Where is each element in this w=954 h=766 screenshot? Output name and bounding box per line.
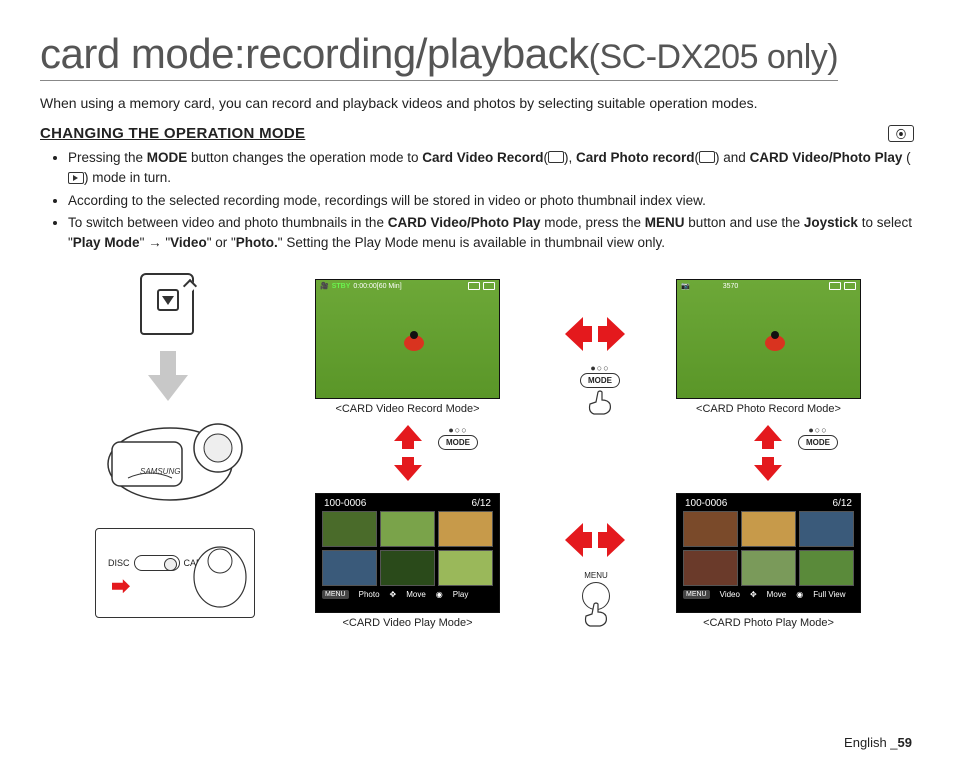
svg-text:SAMSUNG: SAMSUNG: [140, 467, 180, 476]
red-ud-arrow-icon: [750, 425, 786, 486]
mode-dots-icon: ●○○: [590, 363, 609, 373]
red-arrow-icon: [110, 579, 130, 593]
time-indicator: 0:00:00[60 Min]: [353, 283, 401, 290]
title-sub: (SC-DX205 only): [589, 38, 838, 76]
bullet-1: Pressing the MODE button changes the ope…: [68, 148, 914, 189]
move-label: Move: [406, 590, 426, 599]
camcorder-outline: [190, 535, 250, 613]
menu-tag: MENU: [322, 590, 349, 599]
stby-indicator: STBY: [332, 283, 351, 290]
thumb-cell: [741, 550, 796, 586]
thumb-cell: [438, 511, 493, 547]
arrow-down-icon: [148, 351, 188, 406]
full-view-label: Full View: [813, 590, 845, 599]
section-heading: CHANGING THE OPERATION MODE: [40, 125, 878, 142]
move-icon: ✥: [390, 590, 397, 599]
menu-label: MENU: [584, 571, 608, 580]
thumb-cell: [380, 511, 435, 547]
thumb-cell: [799, 511, 854, 547]
sd-indicator-icon: ⦿: [888, 125, 914, 142]
page-title: card mode:recording/playback(SC-DX205 on…: [40, 30, 838, 81]
lcd-video-record: 🎥STBY0:00:00[60 Min]: [315, 279, 500, 399]
ok-icon: ◉: [796, 590, 803, 599]
photo-thumb-grid: [677, 511, 860, 586]
caption-video-record: <CARD Video Record Mode>: [315, 403, 500, 415]
camcorder-icon: 🎥: [320, 282, 329, 290]
switch-disc-label: DISC: [108, 558, 130, 568]
mode-label: MODE: [798, 435, 838, 450]
caption-photo-play: <CARD Photo Play Mode>: [676, 617, 861, 629]
camera-icon: 📷: [681, 282, 690, 290]
bullet-2: According to the selected recording mode…: [68, 191, 914, 211]
move-icon: ✥: [750, 590, 757, 599]
card-icon: [829, 282, 841, 290]
play-mode-icon: [68, 172, 84, 184]
thumb-cell: [322, 511, 377, 547]
ladybug-subject: [404, 335, 424, 351]
lcd-photo-play: 100-0006 6/12 MENU Video ✥ Move ◉ Full View: [676, 493, 861, 613]
title-main: card mode:recording/playback: [40, 30, 589, 77]
footer-lang: English _: [844, 735, 897, 750]
thumb-cell: [683, 550, 738, 586]
card-icon: [468, 282, 480, 290]
lcd-photo-record: 📷 3570: [676, 279, 861, 399]
photo-switch-label: Photo: [359, 590, 380, 599]
footer-page: 59: [898, 735, 912, 750]
thumb-cell: [799, 550, 854, 586]
ok-icon: ◉: [436, 590, 443, 599]
folder-label: 100-0006: [685, 498, 727, 509]
page-footer: English _59: [844, 735, 912, 750]
thumb-cell: [438, 550, 493, 586]
mode-label: MODE: [438, 435, 478, 450]
video-thumb-grid: [316, 511, 499, 586]
red-lr-arrow-icon: [565, 311, 625, 362]
ladybug-subject: [765, 335, 785, 351]
camcorder-illustration: SAMSUNG: [100, 408, 250, 508]
hand-icon: [584, 390, 616, 416]
mode-label: MODE: [580, 373, 620, 388]
menu-tag: MENU: [683, 590, 710, 599]
mode-button-2: ●○○ MODE: [438, 425, 478, 450]
bullet-3: To switch between video and photo thumbn…: [68, 213, 914, 254]
hand-icon: [580, 602, 612, 628]
thumb-cell: [741, 511, 796, 547]
disc-card-switch: DISC CARD: [95, 528, 255, 618]
folder-label: 100-0006: [324, 498, 366, 509]
intro-text: When using a memory card, you can record…: [40, 95, 914, 111]
video-switch-label: Video: [720, 590, 740, 599]
thumb-cell: [683, 511, 738, 547]
photo-record-icon: [699, 151, 715, 163]
thumb-cell: [380, 550, 435, 586]
caption-photo-record: <CARD Photo Record Mode>: [676, 403, 861, 415]
counter-label: 6/12: [833, 498, 852, 509]
photo-count: 3570: [723, 283, 739, 290]
video-record-icon: [548, 151, 564, 163]
mode-dots-icon: ●○○: [448, 425, 467, 435]
mode-button-3: ●○○ MODE: [798, 425, 838, 450]
lcd-video-play: 100-0006 6/12 MENU Photo ✥ Move ◉ Play: [315, 493, 500, 613]
red-lr-arrow-icon: [565, 517, 625, 568]
red-ud-arrow-icon: [390, 425, 426, 486]
mode-button-1: ●○○ MODE: [580, 363, 620, 416]
mode-dots-icon: ●○○: [808, 425, 827, 435]
play-label: Play: [453, 590, 469, 599]
counter-label: 6/12: [472, 498, 491, 509]
battery-icon: [483, 282, 495, 290]
bullet-list: Pressing the MODE button changes the ope…: [40, 148, 914, 253]
switch-pill: [134, 555, 180, 571]
menu-button: MENU: [580, 571, 612, 628]
sd-card-icon: [140, 273, 200, 335]
battery-icon: [844, 282, 856, 290]
thumb-cell: [322, 550, 377, 586]
figure-area: SAMSUNG DISC CARD 🎥STBY0:00:00[60 Min] <…: [40, 273, 914, 703]
caption-video-play: <CARD Video Play Mode>: [315, 617, 500, 629]
move-label: Move: [767, 590, 787, 599]
